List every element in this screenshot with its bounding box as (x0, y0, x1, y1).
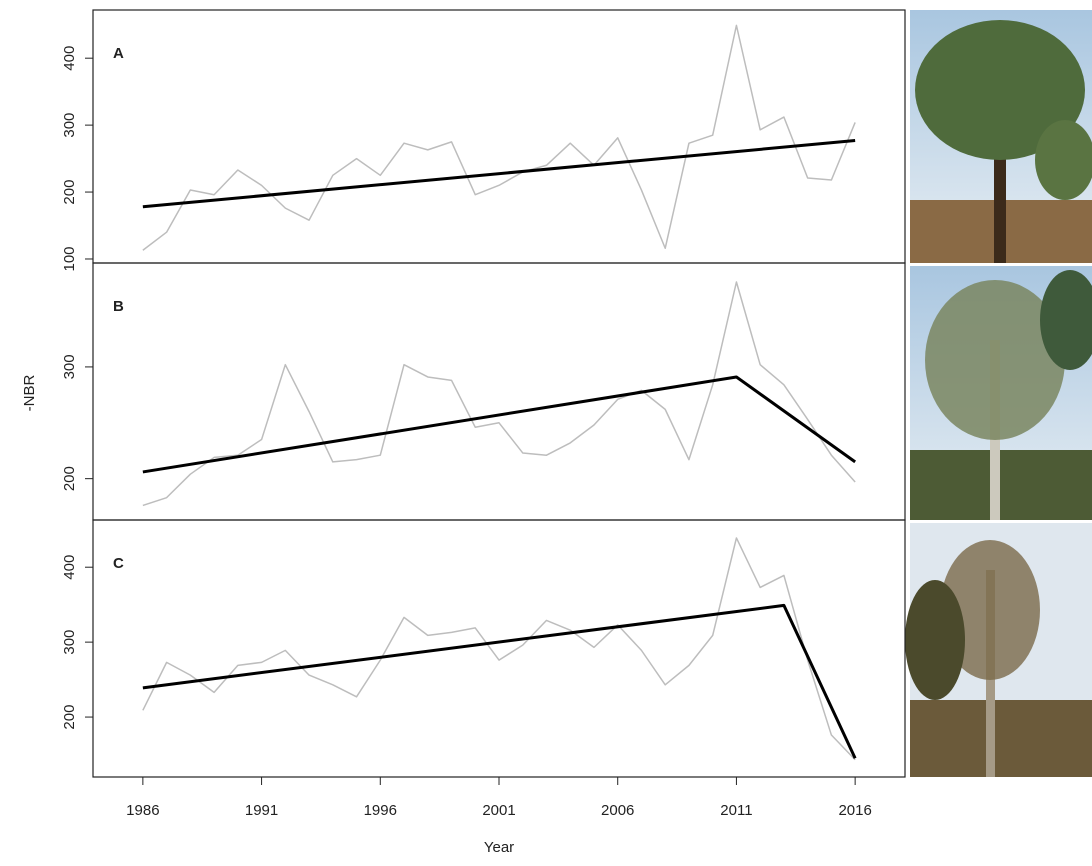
observed-line (142, 24, 856, 251)
observed-line (142, 281, 856, 507)
y-tick-label: 400 (61, 46, 78, 71)
y-tick-label: 300 (61, 354, 78, 379)
trend-line (142, 139, 856, 209)
panel-label: C (113, 555, 124, 572)
panel-label: A (113, 45, 124, 62)
photo-b (910, 266, 1092, 520)
x-tick-label: 2011 (720, 802, 752, 819)
panel-frame (92, 519, 906, 778)
trend-line (142, 375, 857, 474)
x-tick-label: 2001 (482, 802, 515, 819)
trend-line (142, 603, 857, 759)
photo-c (905, 523, 1092, 777)
panel-frame (92, 262, 906, 521)
panel-label: B (113, 298, 124, 315)
y-tick-label: 200 (61, 466, 78, 491)
observed-line (142, 537, 856, 761)
photo-a (910, 10, 1092, 263)
y-tick-label: 100 (61, 246, 78, 271)
y-tick-label: 200 (61, 180, 78, 205)
y-axis-label: -NBR (21, 375, 38, 412)
x-tick-label: 2006 (601, 802, 634, 819)
y-tick-label: 400 (61, 555, 78, 580)
x-tick-label: 2016 (838, 802, 871, 819)
x-tick-label: 1991 (245, 802, 278, 819)
x-tick-label: 1986 (126, 802, 159, 819)
y-tick-label: 300 (61, 113, 78, 138)
x-tick-label: 1996 (364, 802, 397, 819)
y-tick-label: 300 (61, 630, 78, 655)
x-axis-label: Year (484, 839, 514, 856)
y-tick-label: 200 (61, 705, 78, 730)
panel-frame (92, 9, 906, 264)
